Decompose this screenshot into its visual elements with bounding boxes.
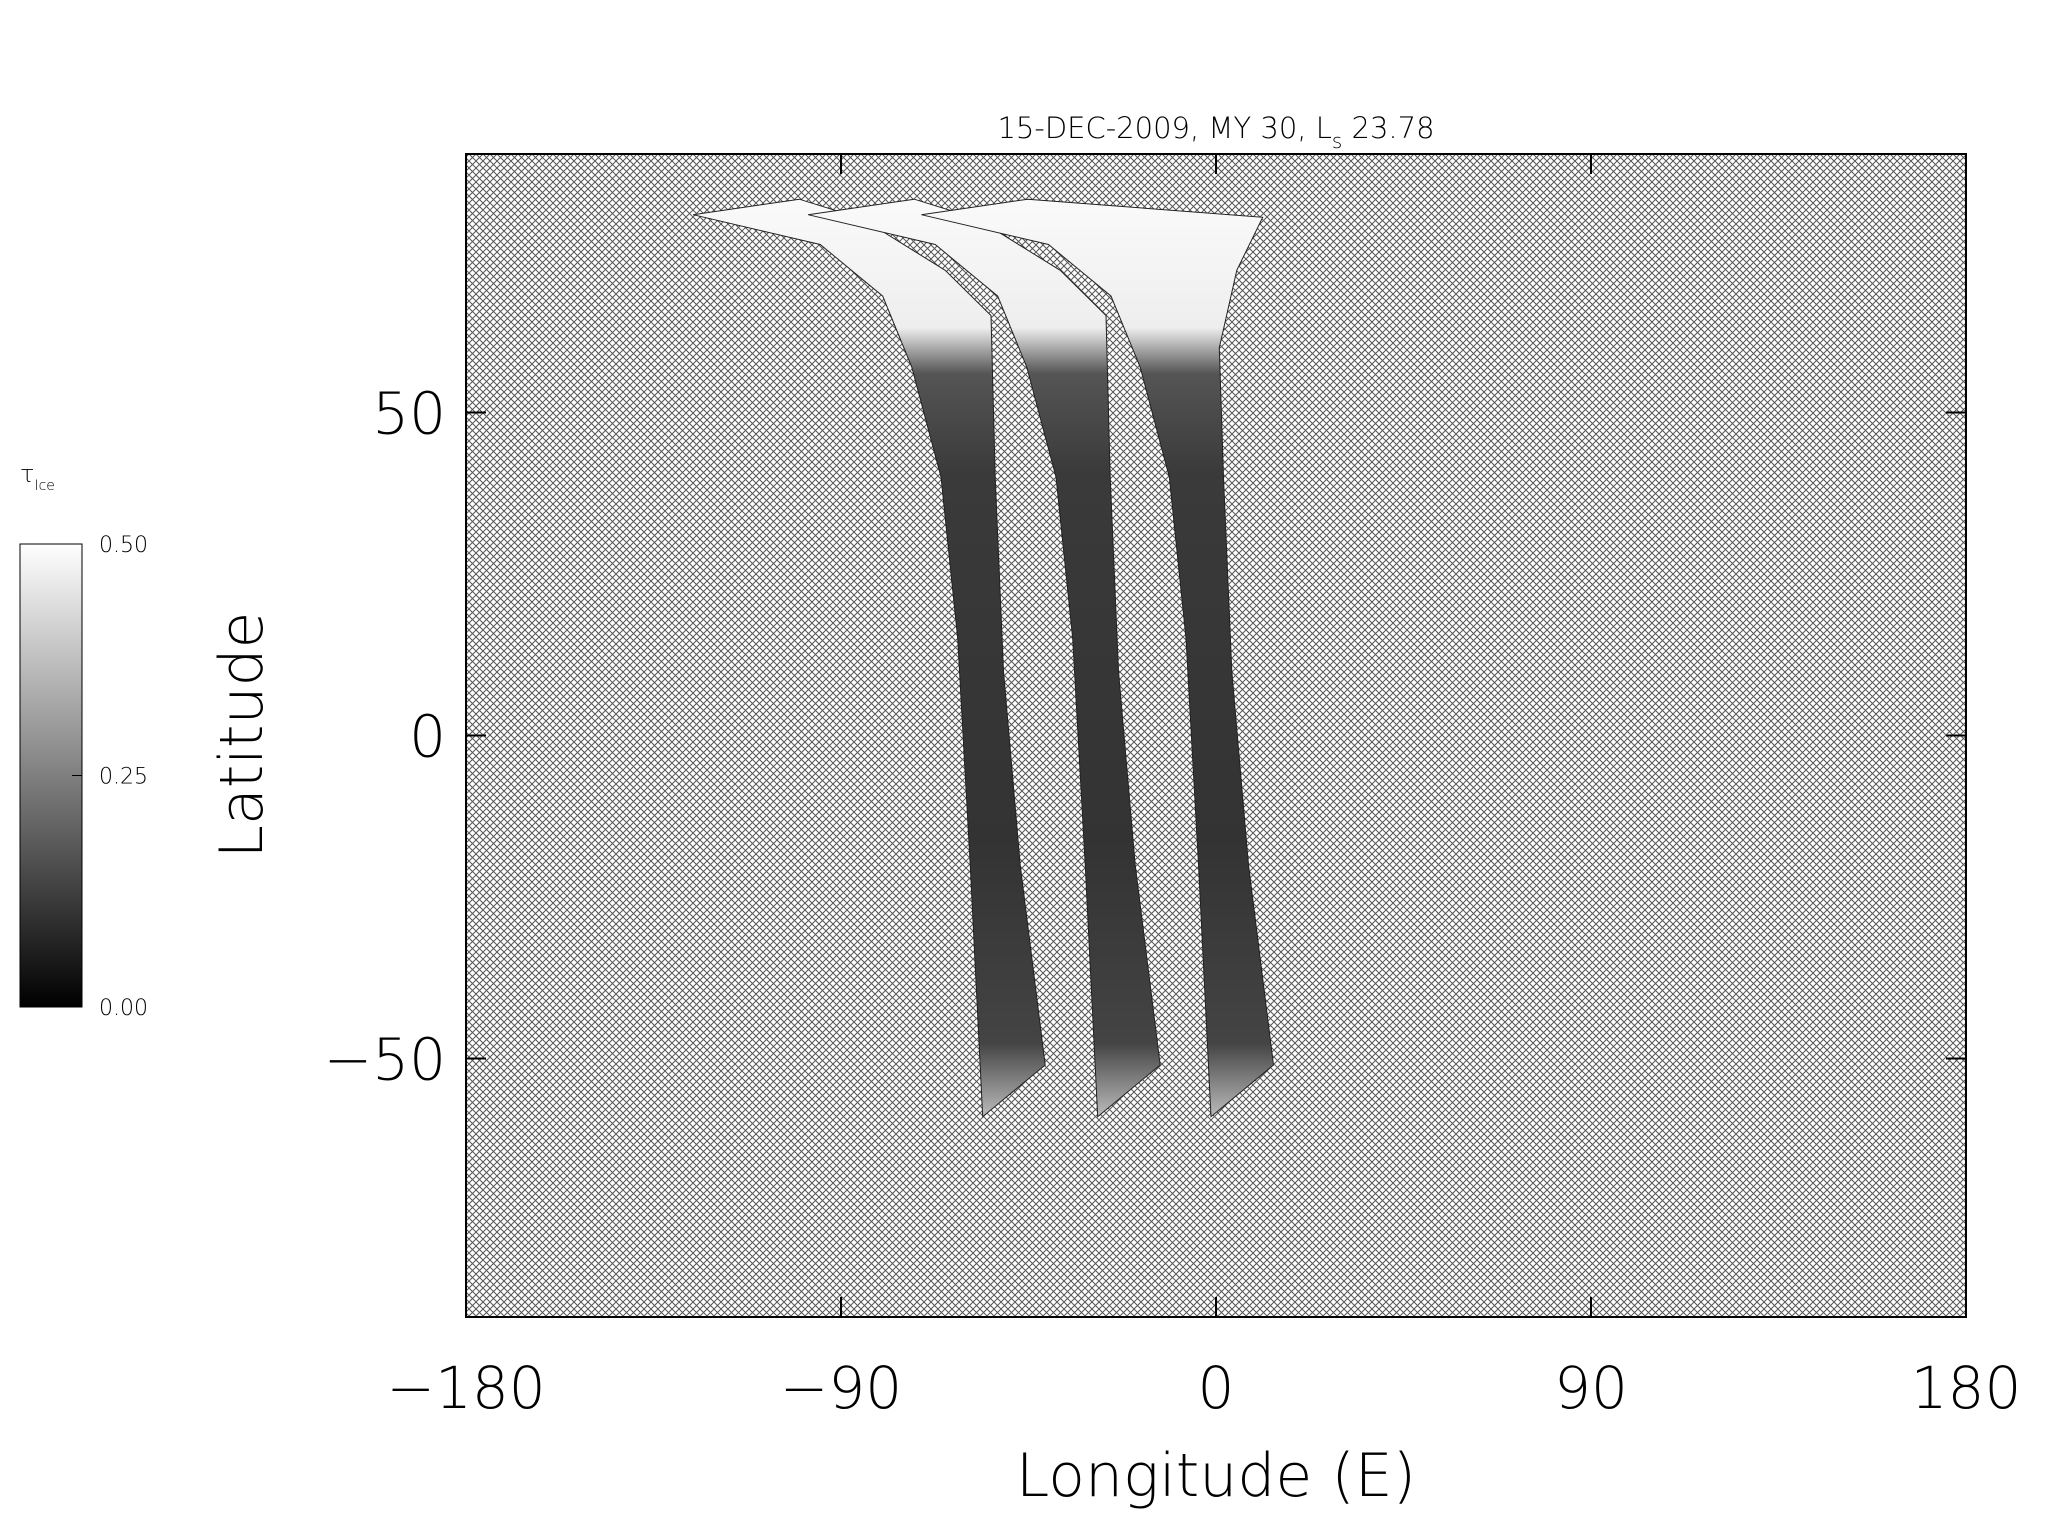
swath: [692, 198, 1046, 1118]
y-axis-title: Latitude: [207, 612, 277, 859]
x-tick-label: 180: [1911, 1354, 2022, 1422]
swaths: [692, 198, 1275, 1118]
x-tick-label: −90: [780, 1354, 902, 1422]
y-tick-label: 0: [409, 703, 446, 771]
y-tick-label: 50: [372, 379, 446, 447]
x-axis-title: Longitude (E): [1016, 1441, 1416, 1511]
swath: [807, 198, 1161, 1118]
colorbar-label-subscript: Ice: [34, 478, 54, 494]
y-tick-label: −50: [324, 1026, 446, 1094]
title-text: 15-DEC-2009, MY 30, L: [997, 111, 1331, 145]
x-tick-label: 0: [1198, 1354, 1235, 1422]
colorbar-tick-label: 0.50: [99, 533, 148, 558]
x-tick-label: −180: [386, 1354, 545, 1422]
x-tick-label: 90: [1554, 1354, 1628, 1422]
colorbar-label-text: τ: [20, 460, 34, 488]
title-text: 23.78: [1342, 111, 1434, 145]
title-subscript: s: [1332, 129, 1342, 153]
chart-title: 15-DEC-2009, MY 30, Ls 23.78: [997, 111, 1434, 153]
colorbar-tick-label: 0.25: [99, 765, 148, 790]
colorbar-tick-label: 0.00: [99, 996, 148, 1021]
swath: [921, 198, 1275, 1118]
colorbar: [19, 543, 83, 1008]
colorbar-label: τIce: [20, 460, 55, 494]
